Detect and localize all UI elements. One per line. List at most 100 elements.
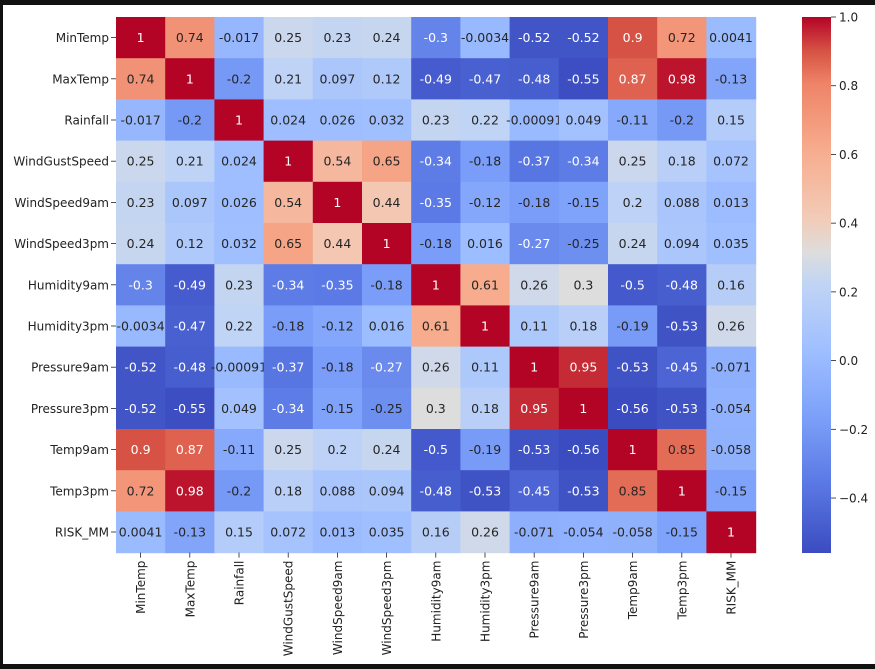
cell-value-label: 0.0041: [709, 30, 753, 45]
cell-value-label: -0.45: [518, 483, 550, 498]
heatmap-cell-windgustspeed-temp3pm: [657, 140, 707, 183]
heatmap-cell-pressure9am-mintemp: [116, 346, 166, 389]
heatmap-cell-humidity3pm-pressure3pm: [558, 305, 609, 348]
column-label-maxtemp: MaxTemp: [183, 561, 197, 618]
heatmap-cell-humidity9am-temp9am: [608, 264, 658, 306]
cell-value-label: 0.72: [668, 30, 696, 45]
heatmap-cell-windspeed9am-maxtemp: [165, 181, 215, 224]
cell-value-label: 0.74: [176, 30, 204, 45]
cell-value-label: -0.15: [666, 525, 698, 540]
heatmap-cell-mintemp-maxtemp: [165, 17, 215, 59]
heatmap-cell-windspeed9am-mintemp: [116, 181, 166, 224]
heatmap-cell-maxtemp-risk-mm: [706, 58, 757, 100]
cell-value-label: 0.088: [320, 483, 356, 498]
cell-value-label: -0.53: [616, 360, 648, 375]
heatmap-cell-pressure9am-windspeed9am: [312, 346, 363, 389]
heatmap-cell-humidity3pm-windgustspeed: [263, 305, 314, 348]
cell-value-label: -0.2: [178, 113, 202, 128]
column-label-windspeed3pm: WindSpeed3pm: [380, 561, 394, 656]
heatmap-cell-humidity9am-windspeed3pm: [362, 264, 412, 306]
heatmap-cell-temp9am-rainfall: [214, 429, 265, 471]
cell-value-label: 0.23: [225, 277, 253, 292]
heatmap-cell-humidity3pm-rainfall: [214, 305, 265, 348]
cell-value-label: 0.049: [221, 401, 257, 416]
cell-value-label: -0.12: [469, 195, 501, 210]
heatmap-cell-windspeed3pm-humidity9am: [411, 223, 461, 265]
heatmap-cell-maxtemp-temp9am: [608, 58, 658, 100]
heatmap-cell-risk-mm-risk-mm: [706, 511, 757, 554]
cell-value-label: 0.026: [221, 195, 257, 210]
cell-value-label: -0.15: [321, 401, 353, 416]
colorbar: 1.0 0.8 0.6 0.4 0.2 0.0 −0.2 −0.4: [802, 11, 868, 553]
heatmap-cells: 1 0.74 -0.017 0.25 0.23 0.24 -0.3 -0.0034 -0.52-…: [116, 17, 757, 554]
heatmap-cell-pressure3pm-temp9am: [608, 387, 658, 430]
cell-value-label: 1: [678, 483, 686, 498]
cell-value-label: -0.53: [469, 483, 501, 498]
heatmap-cell-temp3pm-temp3pm: [657, 470, 707, 512]
heatmap-cell-temp3pm-pressure3pm: [558, 470, 609, 512]
heatmap-cell-windspeed9am-rainfall: [214, 181, 265, 224]
cell-value-label: -0.52: [567, 30, 599, 45]
heatmap-cell-risk-mm-humidity3pm: [460, 511, 511, 554]
cell-value-label: 0.26: [471, 525, 499, 540]
column-label-windgustspeed: WindGustSpeed: [282, 561, 296, 657]
row-label-mintemp: MinTemp: [56, 31, 109, 45]
cell-value-label: 0.65: [373, 154, 401, 169]
cell-value-label: -0.37: [272, 360, 304, 375]
heatmap-cell-maxtemp-humidity3pm: [460, 58, 511, 100]
heatmap-cell-humidity9am-humidity3pm: [460, 264, 511, 306]
heatmap-cell-windspeed9am-windgustspeed: [263, 181, 314, 224]
heatmap-cell-windspeed9am-temp3pm: [657, 181, 707, 224]
cell-value-label: 0.25: [619, 154, 647, 169]
heatmap-cell-risk-mm-pressure9am: [509, 511, 560, 554]
cell-value-label: -0.35: [420, 195, 452, 210]
cell-value-label: -0.2: [227, 483, 251, 498]
heatmap-cell-maxtemp-pressure3pm: [558, 58, 609, 100]
heatmap-cell-temp9am-pressure3pm: [558, 429, 609, 471]
cell-value-label: -0.56: [616, 401, 648, 416]
cell-value-label: -0.48: [666, 277, 698, 292]
cell-value-label: -0.34: [420, 154, 452, 169]
cell-value-label: 0.22: [225, 319, 253, 334]
heatmap-cell-maxtemp-windgustspeed: [263, 58, 314, 100]
cell-value-label: -0.054: [563, 525, 603, 540]
row-label-humidity3pm: Humidity3pm: [28, 320, 109, 334]
colorbar-tick-label: 0.2: [839, 285, 858, 299]
cell-value-label: 0.11: [520, 319, 548, 334]
heatmap-cell-humidity3pm-temp9am: [608, 305, 658, 348]
colorbar-tick-label: 0.0: [839, 354, 858, 368]
heatmap-cell-pressure3pm-rainfall: [214, 387, 265, 430]
cell-value-label: 0.44: [323, 236, 351, 251]
cell-value-label: 0.18: [569, 319, 597, 334]
heatmap-cell-pressure3pm-mintemp: [116, 387, 166, 430]
cell-value-label: -0.071: [514, 525, 554, 540]
cell-value-label: 0.21: [176, 154, 204, 169]
cell-value-label: -0.18: [321, 360, 353, 375]
heatmap-cell-mintemp-pressure3pm: [558, 17, 609, 59]
cell-value-label: -0.19: [469, 442, 501, 457]
cell-value-label: -0.53: [567, 483, 599, 498]
cell-value-label: -0.058: [612, 525, 652, 540]
heatmap-cell-windgustspeed-temp9am: [608, 140, 658, 183]
cell-value-label: -0.53: [666, 319, 698, 334]
heatmap-cell-pressure9am-risk-mm: [706, 346, 757, 389]
row-label-windspeed3pm: WindSpeed3pm: [14, 237, 109, 251]
cell-value-label: 0.094: [664, 236, 700, 251]
cell-value-label: -0.15: [567, 195, 599, 210]
cell-value-label: 0.097: [320, 71, 356, 86]
heatmap-cell-temp9am-mintemp: [116, 429, 166, 471]
heatmap-cell-windgustspeed-pressure3pm: [558, 140, 609, 183]
heatmap-cell-rainfall-humidity3pm: [460, 99, 511, 142]
heatmap-cell-pressure9am-humidity3pm: [460, 346, 511, 389]
heatmap-cell-windgustspeed-humidity3pm: [460, 140, 511, 183]
row-label-pressure3pm: Pressure3pm: [31, 402, 109, 416]
heatmap-cell-humidity9am-windgustspeed: [263, 264, 314, 306]
heatmap-cell-risk-mm-temp9am: [608, 511, 658, 554]
colorbar-tick-label: 1.0: [839, 11, 858, 25]
cell-value-label: 0.9: [131, 442, 151, 457]
heatmap-cell-windspeed3pm-windgustspeed: [263, 223, 314, 265]
column-label-windspeed9am: WindSpeed9am: [331, 561, 345, 655]
heatmap-cell-risk-mm-windspeed3pm: [362, 511, 412, 554]
cell-value-label: 0.9: [623, 30, 643, 45]
column-label-humidity9am: Humidity9am: [429, 561, 443, 642]
